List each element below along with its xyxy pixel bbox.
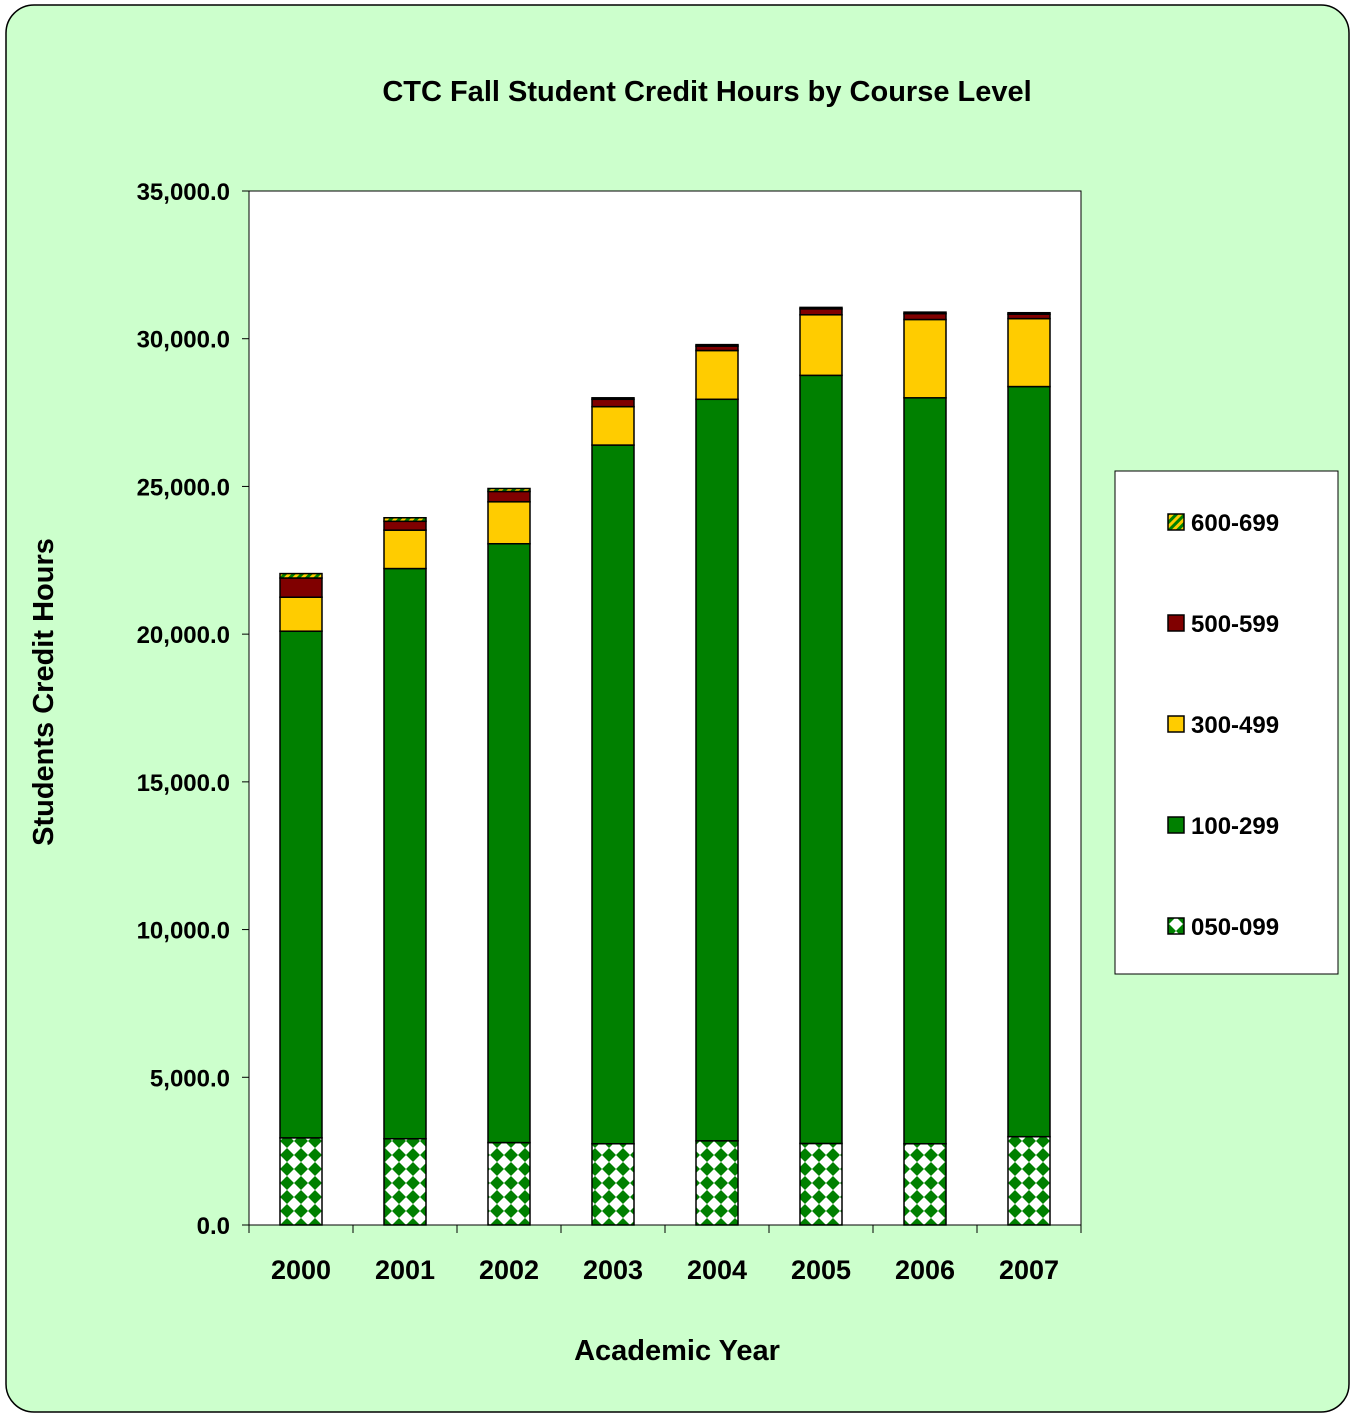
bar-2003-050-099 <box>591 1143 635 1226</box>
bar-2003-100-299 <box>591 444 635 1145</box>
x-tick-label: 2000 <box>271 1255 331 1285</box>
y-tick-label: 15,000.0 <box>137 770 230 797</box>
y-tick-label: 5,000.0 <box>150 1065 230 1092</box>
bar-2005-100-299 <box>799 374 843 1145</box>
bar-2000-300-499 <box>279 596 323 632</box>
legend-item-600-699: 600-699 <box>1167 510 1279 537</box>
legend-label: 100-299 <box>1191 813 1279 840</box>
plot-area <box>248 190 1082 1226</box>
bar-2002-100-299 <box>487 542 531 1144</box>
bar-2001-050-099 <box>383 1137 427 1226</box>
legend: 600-699 500-599 300-499 100-299 050-099 <box>1167 510 1279 941</box>
bar-2005-500-599 <box>799 308 843 316</box>
bar-stack-2000 <box>279 572 323 1226</box>
y-tick-label: 35,000.0 <box>137 179 230 206</box>
bar-2006-100-299 <box>903 397 947 1145</box>
bar-2006-600-699 <box>903 311 947 315</box>
bar-2006-300-499 <box>903 318 947 399</box>
x-axis-label: Academic Year <box>574 1335 780 1367</box>
bar-2002-050-099 <box>487 1141 531 1226</box>
bar-stack-2005 <box>799 306 843 1226</box>
bar-2000-600-699 <box>279 572 323 579</box>
bar-2005-300-499 <box>799 314 843 377</box>
bar-2001-300-499 <box>383 529 427 570</box>
x-tick-label: 2003 <box>583 1255 643 1285</box>
bar-2007-600-699 <box>1007 311 1051 315</box>
bar-2005-600-699 <box>799 306 843 310</box>
bar-2000-100-299 <box>279 630 323 1139</box>
legend-label: 500-599 <box>1191 611 1279 638</box>
y-tick-label: 20,000.0 <box>137 622 230 649</box>
bar-2005-050-099 <box>799 1142 843 1226</box>
legend-label: 050-099 <box>1191 914 1279 941</box>
legend-item-050-099: 050-099 <box>1167 914 1279 941</box>
x-tick-label: 2005 <box>791 1255 851 1285</box>
y-axis-label: Students Credit Hours <box>28 538 60 846</box>
bar-2001-500-599 <box>383 520 427 531</box>
x-tick-label: 2004 <box>687 1255 747 1285</box>
legend-label: 300-499 <box>1191 712 1279 739</box>
y-axis: 0.0 5,000.0 10,000.0 15,000.0 20,000.0 25,000… <box>137 179 250 1240</box>
bar-2006-500-599 <box>903 312 947 321</box>
y-tick-label: 25,000.0 <box>137 474 230 501</box>
bar-stack-2004 <box>695 343 739 1226</box>
bar-2000-500-599 <box>279 577 323 598</box>
bars <box>279 306 1051 1226</box>
legend-swatch <box>1167 513 1185 531</box>
chart-title: CTC Fall Student Credit Hours by Course … <box>382 76 1031 108</box>
legend-box <box>1114 470 1339 975</box>
bar-2006-050-099 <box>903 1143 947 1226</box>
bar-2003-300-499 <box>591 405 635 446</box>
bar-stack-2006 <box>903 311 947 1226</box>
legend-swatch <box>1167 715 1185 733</box>
x-axis: 2000 2001 2002 2003 2004 2005 2006 2007 <box>248 1224 1082 1285</box>
x-tick-label: 2002 <box>479 1255 539 1285</box>
bar-2004-600-699 <box>695 343 739 347</box>
y-tick-label: 30,000.0 <box>137 327 230 354</box>
bar-stack-2002 <box>487 487 531 1226</box>
bar-2004-300-499 <box>695 349 739 401</box>
x-tick-label: 2006 <box>895 1255 955 1285</box>
bar-2003-600-699 <box>591 397 635 401</box>
bar-2004-100-299 <box>695 398 739 1142</box>
legend-item-100-299: 100-299 <box>1167 813 1279 840</box>
bar-2007-300-499 <box>1007 317 1051 388</box>
y-tick-label: 10,000.0 <box>137 918 230 945</box>
bar-stack-2001 <box>383 516 427 1226</box>
bar-stack-2007 <box>1007 311 1051 1226</box>
bar-2000-050-099 <box>279 1137 323 1226</box>
legend-swatch <box>1167 614 1185 632</box>
legend-swatch <box>1167 816 1185 834</box>
x-tick-label: 2001 <box>375 1255 435 1285</box>
legend-item-300-499: 300-499 <box>1167 712 1279 739</box>
bar-stack-2003 <box>591 397 635 1226</box>
bar-2002-600-699 <box>487 487 531 493</box>
bar-2007-100-299 <box>1007 385 1051 1138</box>
bar-2004-050-099 <box>695 1140 739 1226</box>
bar-2001-600-699 <box>383 516 427 523</box>
bar-2003-500-599 <box>591 398 635 408</box>
legend-item-500-599: 500-599 <box>1167 611 1279 638</box>
y-tick-label: 0.0 <box>197 1213 230 1240</box>
bar-2002-300-499 <box>487 501 531 545</box>
bar-2002-500-599 <box>487 490 531 503</box>
x-tick-label: 2007 <box>999 1255 1059 1285</box>
legend-swatch <box>1167 917 1185 935</box>
legend-label: 600-699 <box>1191 510 1279 537</box>
bar-2007-050-099 <box>1007 1135 1051 1226</box>
bar-2001-100-299 <box>383 567 427 1140</box>
